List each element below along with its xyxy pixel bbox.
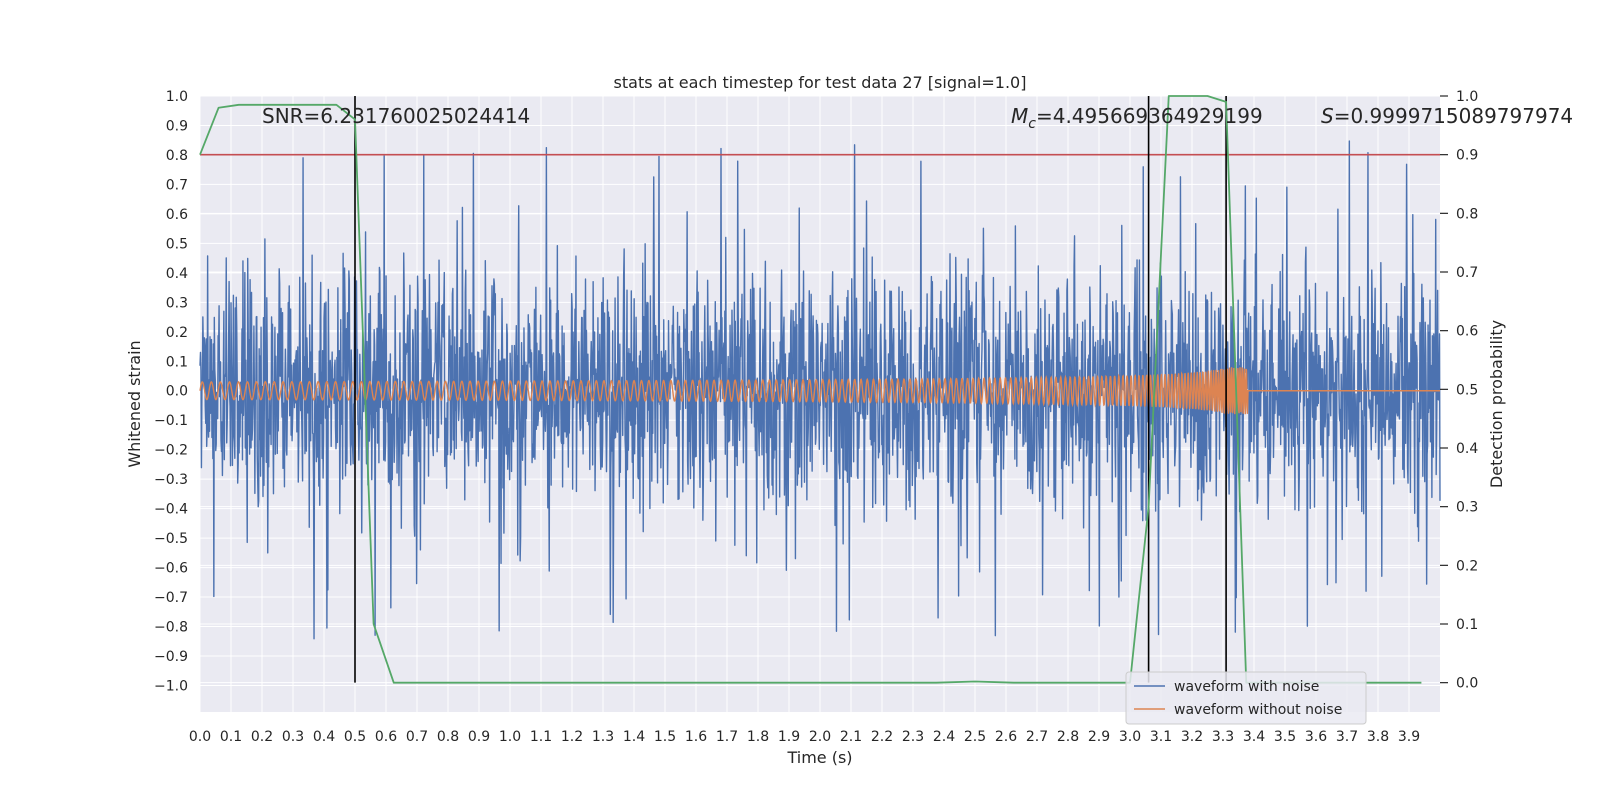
x-tick-label: 3.5 <box>1274 729 1296 745</box>
waveform-with-noise-series <box>199 140 1441 640</box>
y-tick-label-right: 0.4 <box>1456 441 1478 457</box>
y-tick-label-left: 0.2 <box>166 325 188 341</box>
y-tick-label-right: 0.8 <box>1456 206 1478 222</box>
x-tick-label: 0.7 <box>406 729 428 745</box>
chirp-mass-value: =4.495669364929199 <box>1036 104 1263 128</box>
x-ticks: 0.0 0.1 0.2 0.3 0.4 0.5 0.6 0.7 0.8 0.9 1.0 1.1 1.2 1… <box>189 729 1420 745</box>
y-ticks-left: 1.0 0.9 0.8 0.7 0.6 0.5 0.4 0.3 0.2 0.1 0.0 −0.1 −0.… <box>154 89 188 694</box>
y-tick-label-left: 0.4 <box>166 266 188 282</box>
x-tick-label: 0.6 <box>375 729 397 745</box>
x-tick-label: 1.7 <box>716 729 738 745</box>
x-tick-label: 2.8 <box>1057 729 1079 745</box>
y-tick-label-left: 0.7 <box>166 177 188 193</box>
y-tick-label-left: −0.3 <box>154 472 188 488</box>
x-tick-label: 1.9 <box>778 729 800 745</box>
x-tick-label: 0.2 <box>251 729 273 745</box>
x-tick-label: 2.6 <box>995 729 1017 745</box>
y-tick-label-left: 0.5 <box>166 236 188 252</box>
y-tick-label-right: 0.9 <box>1456 148 1478 164</box>
y-tick-label-right: 0.3 <box>1456 500 1478 516</box>
clean-waveform-line <box>199 367 1440 415</box>
x-tick-label: 1.6 <box>685 729 707 745</box>
x-tick-label: 1.3 <box>592 729 614 745</box>
x-tick-label: 0.0 <box>189 729 211 745</box>
y-tick-label-left: −0.7 <box>154 590 188 606</box>
x-tick-label: 2.9 <box>1088 729 1110 745</box>
y-tick-label-left: −0.6 <box>154 561 188 577</box>
score-value: =0.9999715089797974 <box>1334 104 1573 128</box>
x-tick-label: 3.0 <box>1119 729 1141 745</box>
y-tick-label-right: 1.0 <box>1456 89 1478 105</box>
y-tick-label-right: 0.6 <box>1456 324 1478 340</box>
x-tick-label: 2.3 <box>902 729 924 745</box>
x-tick-label: 0.1 <box>220 729 242 745</box>
y-axis-left-label: Whitened strain <box>125 340 144 467</box>
x-tick-label: 0.9 <box>468 729 490 745</box>
x-tick-label: 3.1 <box>1150 729 1172 745</box>
y-tick-label-left: 0.8 <box>166 148 188 164</box>
noisy-waveform-line <box>199 140 1441 640</box>
x-tick-label: 0.5 <box>344 729 366 745</box>
x-tick-label: 2.4 <box>933 729 955 745</box>
x-tick-label: 1.2 <box>561 729 583 745</box>
x-tick-label: 1.5 <box>654 729 676 745</box>
x-tick-label: 3.3 <box>1212 729 1234 745</box>
y-tick-label-left: −0.5 <box>154 531 188 547</box>
x-tick-label: 1.0 <box>499 729 521 745</box>
waveform-without-noise-series <box>199 367 1440 415</box>
x-tick-label: 3.6 <box>1305 729 1327 745</box>
score-annotation: S=0.9999715089797974 <box>1321 104 1573 128</box>
y-tick-label-left: −0.8 <box>154 620 188 636</box>
y-tick-label-left: −0.2 <box>154 443 188 459</box>
x-tick-label: 3.8 <box>1367 729 1389 745</box>
y-tick-label-left: −1.0 <box>154 678 188 694</box>
x-tick-label: 0.4 <box>313 729 335 745</box>
x-tick-label: 2.2 <box>871 729 893 745</box>
y-tick-label-left: −0.4 <box>154 502 188 518</box>
x-tick-label: 2.5 <box>964 729 986 745</box>
x-tick-label: 3.7 <box>1336 729 1358 745</box>
vertical-markers <box>354 96 1227 683</box>
legend-label-clean: waveform without noise <box>1174 702 1342 718</box>
x-tick-label: 2.7 <box>1026 729 1048 745</box>
x-tick-label: 3.9 <box>1398 729 1420 745</box>
chirp-mass-symbol: M <box>1011 104 1028 128</box>
y-tick-label-left: 0.0 <box>166 384 188 400</box>
y-tick-label-right: 0.5 <box>1456 382 1478 398</box>
y-tick-label-right: 0.2 <box>1456 558 1478 574</box>
x-tick-label: 0.3 <box>282 729 304 745</box>
score-symbol: S <box>1321 104 1334 128</box>
y-axis-right-label: Detection probability <box>1487 320 1506 488</box>
chart-title: stats at each timestep for test data 27 … <box>614 73 1027 92</box>
legend-label-noisy: waveform with noise <box>1174 679 1319 695</box>
y-tick-label-right: 0.7 <box>1456 265 1478 281</box>
x-axis-label: Time (s) <box>786 748 852 767</box>
legend: waveform with noise waveform without noi… <box>1125 671 1367 725</box>
chirp-mass-annotation: Mc=4.495669364929199 <box>1011 104 1263 132</box>
x-tick-label: 2.0 <box>809 729 831 745</box>
y-tick-label-left: 1.0 <box>166 89 188 105</box>
x-tick-label: 3.4 <box>1243 729 1265 745</box>
y-tick-label-right: 0.1 <box>1456 617 1478 633</box>
y-tick-label-left: −0.9 <box>154 649 188 665</box>
y-tick-label-left: 0.9 <box>166 118 188 134</box>
x-tick-label: 1.4 <box>623 729 645 745</box>
y-tick-label-left: −0.1 <box>154 413 188 429</box>
x-tick-label: 2.1 <box>840 729 862 745</box>
snr-annotation: SNR=6.231760025024414 <box>262 104 530 128</box>
y-ticks-right: 1.0 0.9 0.8 0.7 0.6 0.5 0.4 0.3 0.2 0.1 0.0 <box>1440 89 1478 692</box>
y-tick-label-left: 0.3 <box>166 295 188 311</box>
chirp-mass-subscript: c <box>1028 116 1036 132</box>
legend-box <box>1125 671 1367 725</box>
x-tick-label: 1.8 <box>747 729 769 745</box>
y-tick-label-left: 0.6 <box>166 207 188 223</box>
y-tick-label-left: 0.1 <box>166 354 188 370</box>
x-tick-label: 3.2 <box>1181 729 1203 745</box>
x-tick-label: 1.1 <box>530 729 552 745</box>
x-tick-label: 0.8 <box>437 729 459 745</box>
y-tick-label-right: 0.0 <box>1456 676 1478 692</box>
